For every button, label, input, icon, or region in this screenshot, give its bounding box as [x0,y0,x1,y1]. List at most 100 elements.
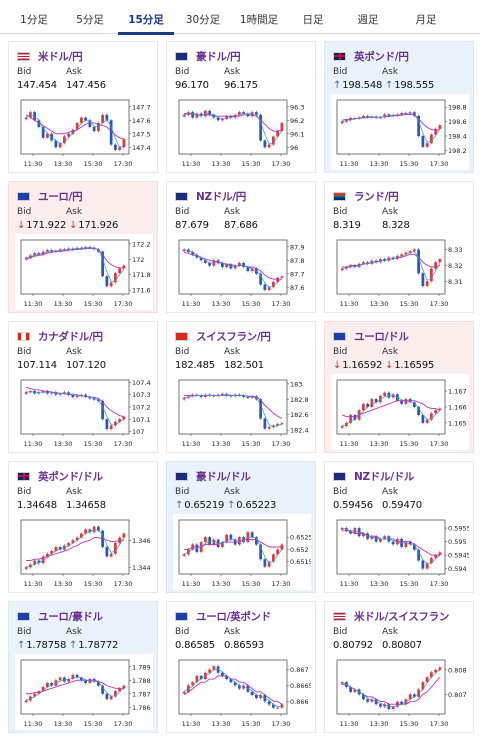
tab-0[interactable]: 1分足 [20,14,48,26]
x-tick-label: 13:30 [212,720,231,728]
y-tick-label: 0.867 [290,666,309,674]
candlestick-chart[interactable]: 172.2 172 171.8 171.6 11:30 13:30 15:30 17:30 [15,234,153,310]
rate-card-audusd[interactable]: 豪ドル/ドル Bid Ask ↑0.65219 ↑0.65223 0.6525 0… [166,461,316,593]
candlestick-chart[interactable]: 1.167 1.166 1.165 11:30 13:30 15:30 17:30 [331,374,469,450]
rate-card-audjpy[interactable]: 豪ドル/円 Bid Ask 96.170 96.175 96.3 96.2 96.1… [166,41,316,173]
currency-pair-link[interactable]: 米ドル/スイスフラン [354,610,450,623]
chart-svg: 0.808 0.807 11:30 13:30 15:30 17:30 [336,659,467,728]
plot-frame [178,519,288,575]
candlestick-chart[interactable]: 183 182.8 182.6 182.4 11:30 13:30 15:30 17:30 [173,374,311,450]
x-tick-label: 11:30 [340,160,359,168]
tab-3[interactable]: 30分足 [185,14,221,26]
x-tick-label: 15:30 [242,160,261,168]
tab-6[interactable]: 週足 [357,14,379,26]
rate-card-chfjpy[interactable]: スイスフラン/円 Bid Ask 182.485 182.501 183 182.… [166,321,316,453]
rate-card-eurusd[interactable]: ユーロ/ドル Bid Ask ↓1.16592 ↓1.16595 1.167 1.… [324,321,474,453]
moving-average-short [341,669,441,707]
ask-value: ↑0.65223 [227,500,277,511]
candlestick-chart[interactable]: 147.7 147.6 147.5 147.4 11:30 13:30 15:30 17:30 [15,94,153,170]
x-tick-label: 17:30 [272,160,291,168]
tab-7[interactable]: 月足 [415,14,437,26]
candle-down [212,395,216,397]
candlestick-chart[interactable]: 1.789 1.788 1.787 1.786 11:30 13:30 15:30 17:30 [15,654,153,730]
rate-card-usdchf[interactable]: 米ドル/スイスフラン Bid Ask 0.80792 0.80807 0.808… [324,601,474,733]
card-header: カナダドル/円 [17,329,103,343]
card-header: 米ドル/スイスフラン [333,609,449,623]
bid-value: 182.485 [175,360,215,371]
currency-pair-link[interactable]: カナダドル/円 [38,330,103,343]
currency-pair-link[interactable]: ユーロ/英ポンド [196,610,271,623]
tab-5[interactable]: 日足 [302,14,324,26]
x-tick-label: 15:30 [242,580,261,588]
bid-value: 87.679 [175,220,209,231]
card-header: 英ポンド/ドル [17,469,103,483]
candlestick-chart[interactable]: 0.5955 0.595 0.5945 0.594 11:30 13:30 15:30 17:… [331,514,469,590]
y-tick-label: 87.8 [290,257,304,265]
candlestick-chart[interactable]: 107.4 107.3 107.2 107.1 107 11:30 13:30 15:30 17… [15,374,153,450]
moving-average-long [341,400,441,417]
candle-down [92,127,96,132]
currency-pair-link[interactable]: ユーロ/豪ドル [38,610,103,623]
currency-pair-link[interactable]: NZドル/ドル [354,470,415,483]
candlestick-chart[interactable]: 198.8 198.6 198.4 198.2 11:30 13:30 15:30 17:30 [331,94,469,170]
rate-card-eurjpy[interactable]: ユーロ/円 Bid Ask ↓171.922 ↓171.926 172.2 172… [8,181,158,313]
currency-pair-link[interactable]: ユーロ/円 [38,190,83,203]
candle-down [88,120,92,127]
moving-average-short [184,249,283,288]
candle-down [233,682,237,686]
x-tick-label: 15:30 [242,720,261,728]
rate-card-eurgbp[interactable]: ユーロ/英ポンド Bid Ask 0.86585 0.86593 0.867 0.… [166,601,316,733]
currency-pair-link[interactable]: スイスフラン/円 [196,330,271,343]
currency-pair-link[interactable]: NZドル/円 [196,190,246,203]
rate-card-usdjpy[interactable]: 米ドル/円 Bid Ask 147.454 147.456 147.7 147.6… [8,41,158,173]
currency-pair-link[interactable]: 豪ドル/円 [196,50,241,63]
candlestick-chart[interactable]: 8.33 8.32 8.31 11:30 13:30 15:30 17:30 [331,234,469,310]
rate-card-gbpusd[interactable]: 英ポンド/ドル Bid Ask 1.34648 1.34658 1.346 1.3… [8,461,158,593]
card-header: NZドル/ドル [333,469,414,483]
candlestick-chart[interactable]: 0.867 0.8665 0.866 11:30 13:30 15:30 17:30 [173,654,311,730]
currency-pair-link[interactable]: 英ポンド/ドル [38,470,103,483]
candle-up [221,393,224,395]
candle-down [199,395,203,397]
rate-card-gbpjpy[interactable]: 英ポンド/円 Bid Ask ↑198.548 ↑198.555 198.8 19… [324,41,474,173]
candle-up [114,421,117,426]
tab-4[interactable]: 1時間足 [239,14,279,26]
y-tick-label: 1.165 [448,419,467,427]
candle-down [255,694,258,699]
x-tick-label: 17:30 [272,440,291,448]
y-tick-label: 172.2 [132,240,151,248]
rate-card-nzdusd[interactable]: NZドル/ドル Bid Ask 0.59456 0.59470 0.5955 0.… [324,461,474,593]
rate-card-euraud[interactable]: ユーロ/豪ドル Bid Ask ↑1.78758 ↑1.78772 1.789 1… [8,601,158,733]
bid-value: ↓1.16592 [333,360,383,371]
candle-up [425,419,429,423]
ask-label: Ask [224,627,241,637]
arrow-up-icon: ↑ [69,640,78,651]
ask-label: Ask [66,627,83,637]
candle-down [229,534,233,540]
x-tick-label: 11:30 [340,300,359,308]
candle-up [391,706,395,710]
tab-1[interactable]: 5分足 [76,14,104,26]
candlestick-chart[interactable]: 96.3 96.2 96.1 96 11:30 13:30 15:30 17:30 [173,94,311,170]
rate-card-zarjpy[interactable]: ランド/円 Bid Ask 8.319 8.328 8.33 8.32 8.31 11… [324,181,474,313]
tab-2[interactable]: 15分足 [118,0,174,35]
rate-card-cadjpy[interactable]: カナダドル/円 Bid Ask 107.114 107.120 107.4 107… [8,321,158,453]
candlestick-chart[interactable]: 87.9 87.8 87.7 87.6 11:30 13:30 15:30 17:30 [173,234,311,310]
currency-pair-link[interactable]: ユーロ/ドル [354,330,409,343]
candle-up [340,268,344,271]
candle-down [204,260,207,263]
y-tick-label: 107.4 [132,379,151,387]
currency-pair-link[interactable]: 英ポンド/円 [354,50,409,63]
candle-up [434,410,437,414]
candlestick-chart[interactable]: 1.346 1.344 11:30 13:30 15:30 17:30 [15,514,153,590]
rate-card-nzdjpy[interactable]: NZドル/円 Bid Ask 87.679 87.686 87.9 87.8 87.… [166,181,316,313]
currency-pair-link[interactable]: ランド/円 [354,190,399,203]
currency-pair-link[interactable]: 豪ドル/ドル [196,470,251,483]
candlestick-chart[interactable]: 0.6525 0.652 0.6515 11:30 13:30 15:30 17:30 [173,514,311,590]
candlestick-chart[interactable]: 0.808 0.807 11:30 13:30 15:30 17:30 [331,654,469,730]
candle-down [413,544,416,550]
x-tick-label: 11:30 [182,160,201,168]
candle-up [430,268,433,282]
candle-down [105,114,109,121]
currency-pair-link[interactable]: 米ドル/円 [38,50,83,63]
